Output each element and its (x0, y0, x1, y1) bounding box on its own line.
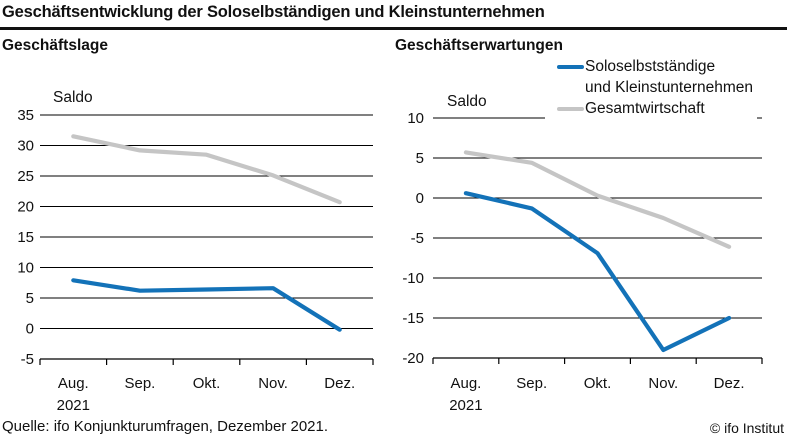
chart-title-geschaeftslage: Geschäftslage (2, 37, 108, 54)
y-tick-label: 10 (17, 260, 34, 277)
y-tick-label: 10 (407, 110, 424, 127)
legend-line-swatch-gray (557, 107, 584, 111)
legend: Soloselbstständige und Kleinstunternehme… (545, 54, 758, 121)
y-tick-label: -15 (402, 310, 424, 327)
y-tick-label: 5 (416, 150, 424, 167)
title-rule (0, 27, 787, 30)
copyright-note: © ifo Institut (709, 420, 784, 436)
series-line-gesamtwirtschaft (71, 134, 342, 205)
legend-label: Gesamtwirtschaft (585, 100, 705, 117)
x-tick-label: Aug. (450, 375, 481, 392)
y-axis-caption: Saldo (53, 89, 93, 106)
series-line-soloselbststaendige (71, 278, 342, 332)
y-tick-label: 35 (17, 107, 34, 124)
page-title: Geschäftsentwicklung der Soloselbständig… (2, 3, 545, 21)
y-tick-label: 0 (416, 190, 424, 207)
y-tick-label: -5 (411, 230, 424, 247)
y-tick-label: 15 (17, 229, 34, 246)
y-tick-label: 25 (17, 168, 34, 185)
y-tick-label: -20 (402, 350, 424, 367)
x-year-label: 2021 (57, 397, 90, 414)
y-tick-label: -5 (21, 351, 34, 368)
x-tick-label: Sep. (124, 375, 155, 392)
x-tick-label: Nov. (648, 375, 678, 392)
y-axis-caption: Saldo (447, 93, 487, 110)
legend-line-swatch-blue (557, 65, 584, 69)
series-line-gesamtwirtschaft (463, 150, 732, 249)
x-year-label: 2021 (449, 397, 482, 414)
y-tick-label: 0 (26, 321, 34, 338)
x-tick-label: Sep. (516, 375, 547, 392)
y-tick-label: 5 (26, 290, 34, 307)
x-tick-label: Dez. (714, 375, 745, 392)
line-chart-geschaeftslage: 35 30 25 20 15 10 5 0 -5 Saldo Aug. Sep. Okt. Nov. Dez… (17, 89, 374, 414)
legend-label: Soloselbstständige und Kleinstunternehme… (585, 58, 754, 96)
y-tick-label: -10 (402, 270, 424, 287)
x-tick-label: Dez. (324, 375, 355, 392)
source-note: Quelle: ifo Konjunkturumfragen, Dezember… (2, 418, 329, 435)
legend-item-gesamtwirtschaft: Gesamtwirtschaft (545, 98, 753, 119)
y-tick-label: 30 (17, 138, 34, 155)
x-tick-label: Aug. (58, 375, 89, 392)
line-chart-geschaeftserwartungen: 10 5 0 -5 -10 -15 -20 Saldo Aug. Sep. Okt. Nov. Dez.… (402, 93, 763, 414)
chart-title-geschaeftserwartungen: Geschäftserwartungen (395, 37, 563, 54)
legend-item-soloselbststaendige: Soloselbstständige und Kleinstunternehme… (545, 56, 753, 98)
y-tick-label: 20 (17, 199, 34, 216)
x-tick-label: Nov. (258, 375, 288, 392)
x-tick-label: Okt. (584, 375, 612, 392)
series-line-soloselbststaendige (463, 191, 732, 353)
x-tick-label: Okt. (193, 375, 221, 392)
